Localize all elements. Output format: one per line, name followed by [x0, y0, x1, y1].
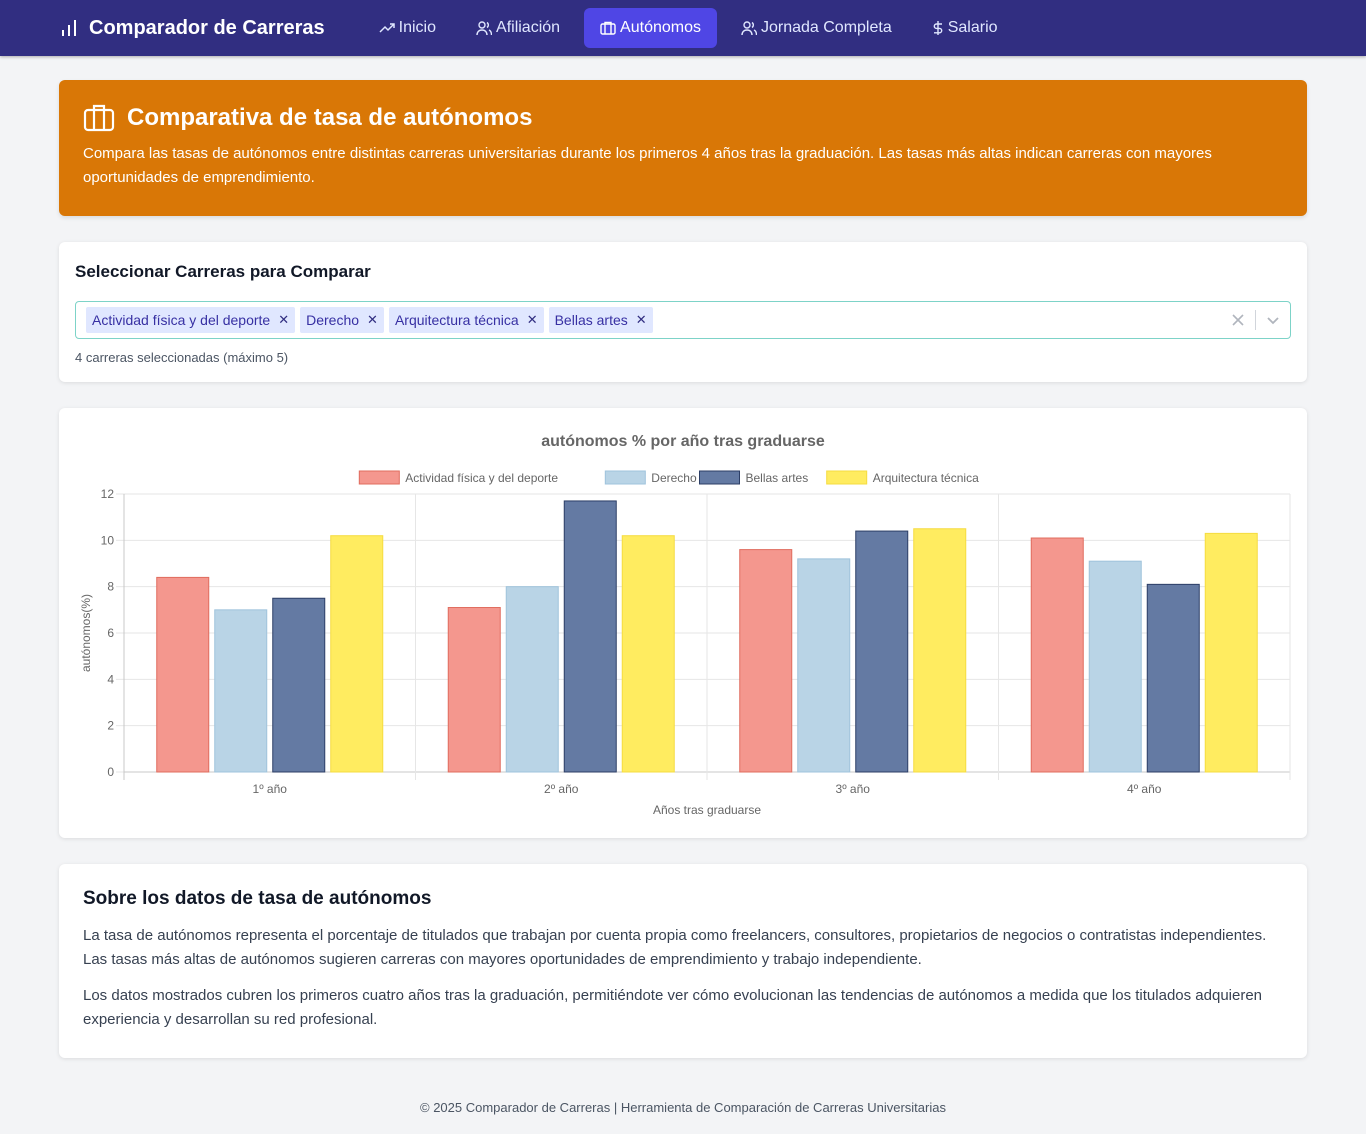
y-tick-label: 4 [107, 672, 114, 686]
selected-chips: Actividad física y del deporte ✕ Derecho ✕… [86, 307, 1231, 333]
nav-item-label: Inicio [398, 19, 437, 36]
y-tick-label: 8 [107, 580, 114, 594]
nav-item-label: Salario [947, 19, 998, 36]
bar [272, 597, 326, 773]
bar [1146, 583, 1200, 773]
bar [621, 535, 675, 773]
chip-remove-icon[interactable]: ✕ [278, 312, 290, 327]
users-icon [476, 21, 493, 36]
footer: © 2025 Comparador de Carreras | Herramie… [420, 1100, 946, 1115]
bar [1088, 560, 1142, 773]
hero-title: Comparativa de tasa de autónomos [127, 104, 533, 131]
legend-swatch [358, 470, 400, 485]
bar [330, 535, 384, 773]
y-tick-label: 0 [107, 765, 114, 779]
chip-arquitectura-tecnica: Arquitectura técnica ✕ [388, 307, 544, 333]
nav-item-label: Jornada Completa [760, 19, 892, 36]
nav-item-jornada-completa[interactable]: Jornada Completa [725, 8, 908, 48]
bar [1204, 532, 1258, 773]
chip-actividad-fisica: Actividad física y del deporte ✕ [86, 307, 296, 333]
bar [156, 576, 210, 773]
y-tick-label: 10 [101, 533, 115, 547]
briefcase-icon [600, 21, 616, 35]
y-tick-label: 2 [107, 719, 114, 733]
legend-label: Actividad física y del deporte [405, 471, 558, 485]
nav-item-autonomos[interactable]: Autónomos [584, 8, 717, 48]
chip-remove-icon[interactable]: ✕ [526, 312, 538, 327]
bar-chart: autónomos % por año tras graduarse Activi… [79, 433, 1291, 817]
brand-title: Comparador de Carreras [89, 16, 325, 39]
control-separator [1255, 310, 1256, 330]
bar [739, 549, 793, 773]
legend-swatch [604, 470, 646, 485]
chip-label: Bellas artes [554, 312, 628, 328]
legend-label: Derecho [651, 471, 697, 485]
bar [447, 607, 501, 773]
nav-item-afiliacion[interactable]: Afiliación [460, 8, 576, 48]
trending-up-icon [379, 23, 395, 33]
nav-item-inicio[interactable]: Inicio [363, 8, 452, 48]
bar [913, 528, 967, 773]
chip-bellas-artes: Bellas artes ✕ [548, 307, 653, 333]
users-icon [741, 21, 757, 36]
selector-title: Seleccionar Carreras para Comparar [75, 262, 371, 281]
hero-banner: Comparativa de tasa de autónomos Compara… [59, 80, 1307, 216]
brand[interactable]: Comparador de Carreras [59, 17, 325, 40]
y-axis-label: autónomos(%) [79, 594, 93, 672]
chip-label: Derecho [306, 312, 360, 328]
chart-card: autónomos % por año tras graduarse Activi… [59, 408, 1307, 838]
bar-chart-icon [62, 20, 76, 36]
nav-item-label: Autónomos [620, 19, 701, 36]
x-tick-label: 3º año [836, 782, 871, 796]
about-card: Sobre los datos de tasa de autónomos La … [59, 864, 1307, 1058]
hero-description: Compara las tasas de autónomos entre dis… [83, 145, 1212, 186]
bar [214, 609, 268, 773]
chip-label: Actividad física y del deporte [92, 312, 271, 328]
about-paragraph-1: La tasa de autónomos representa el porce… [83, 927, 1267, 968]
career-multiselect[interactable]: Actividad física y del deporte ✕ Derecho ✕… [75, 301, 1291, 339]
chip-remove-icon[interactable]: ✕ [367, 312, 378, 327]
x-tick-label: 2º año [544, 782, 579, 796]
dollar-icon [933, 21, 943, 35]
chip-remove-icon[interactable]: ✕ [635, 312, 647, 327]
x-axis-label: Años tras graduarse [653, 803, 761, 817]
nav-item-label: Afiliación [496, 19, 561, 36]
bar [563, 500, 617, 773]
legend-swatch [699, 470, 740, 485]
bar [855, 530, 909, 773]
chip-derecho: Derecho ✕ [300, 307, 384, 333]
career-selector-card: Seleccionar Carreras para Comparar Activ… [59, 242, 1307, 382]
x-tick-label: 4º año [1127, 782, 1162, 796]
hero-heading: Comparativa de tasa de autónomos [83, 104, 1283, 132]
about-title: Sobre los datos de tasa de autónomos [83, 888, 432, 909]
chart-title: autónomos % por año tras graduarse [541, 433, 825, 450]
selection-count: 4 carreras seleccionadas (máximo 5) [75, 350, 289, 365]
y-tick-label: 12 [101, 487, 115, 501]
bar [1030, 537, 1084, 773]
legend-label: Arquitectura técnica [873, 471, 979, 485]
about-paragraph-2: Los datos mostrados cubren los primeros … [83, 987, 1263, 1028]
top-navbar: Comparador de Carreras Inicio Afiliación… [0, 0, 1366, 56]
nav-item-salario[interactable]: Salario [916, 8, 1014, 48]
multiselect-controls [1231, 310, 1280, 330]
y-tick-label: 6 [107, 626, 114, 640]
chip-label: Arquitectura técnica [394, 312, 519, 328]
bar [797, 558, 851, 773]
chevron-down-icon[interactable] [1266, 313, 1280, 327]
x-tick-label: 1º año [253, 782, 288, 796]
briefcase-icon [83, 104, 115, 132]
legend-swatch [826, 470, 868, 485]
clear-all-icon[interactable] [1231, 313, 1245, 327]
bar [505, 586, 559, 773]
legend-label: Bellas artes [746, 471, 809, 485]
